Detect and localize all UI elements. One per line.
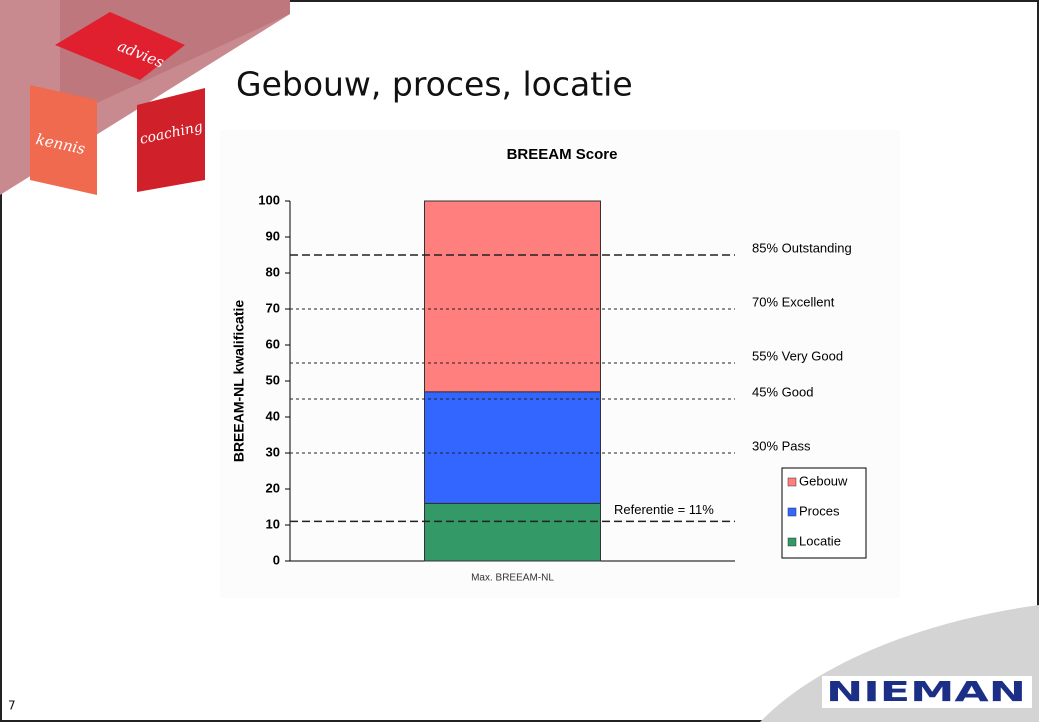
legend-swatch [788, 478, 796, 486]
y-tick-label: 70 [266, 300, 280, 315]
legend-swatch [788, 538, 796, 546]
y-tick-label: 20 [266, 480, 280, 495]
y-tick-label: 40 [266, 408, 280, 423]
reference-label: 70% Excellent [752, 294, 835, 309]
slide-canvas: advies kennis coaching Gebouw, proces, l… [0, 0, 1039, 722]
y-tick-label: 10 [266, 516, 280, 531]
y-tick-label: 80 [266, 264, 280, 279]
y-tick-label: 90 [266, 228, 280, 243]
slide-title: Gebouw, proces, locatie [236, 65, 633, 104]
bar-segment [425, 503, 601, 561]
y-tick-label: 100 [258, 192, 280, 207]
y-tick-label: 50 [266, 372, 280, 387]
reference-label: 85% Outstanding [752, 240, 852, 255]
y-axis-label: BREEAM-NL kwalificatie [231, 300, 247, 463]
legend-label: Locatie [799, 533, 841, 548]
legend-swatch [788, 508, 796, 516]
reference-label: 55% Very Good [752, 348, 843, 363]
page-number: 7 [8, 699, 16, 713]
bar-segment [425, 392, 601, 504]
slide: advies kennis coaching Gebouw, proces, l… [0, 0, 1039, 722]
chart-title: BREEAM Score [507, 146, 618, 163]
logo: NIEMAN [826, 675, 1026, 708]
legend-label: Gebouw [799, 473, 848, 488]
y-tick-label: 0 [273, 552, 280, 567]
reference-label: Referentie = 11% [614, 502, 714, 517]
y-tick-label: 60 [266, 336, 280, 351]
legend-label: Proces [799, 503, 840, 518]
x-tick-label: Max. BREEAM-NL [471, 573, 554, 584]
y-tick-label: 30 [266, 444, 280, 459]
reference-label: 45% Good [752, 384, 813, 399]
reference-label: 30% Pass [752, 438, 811, 453]
